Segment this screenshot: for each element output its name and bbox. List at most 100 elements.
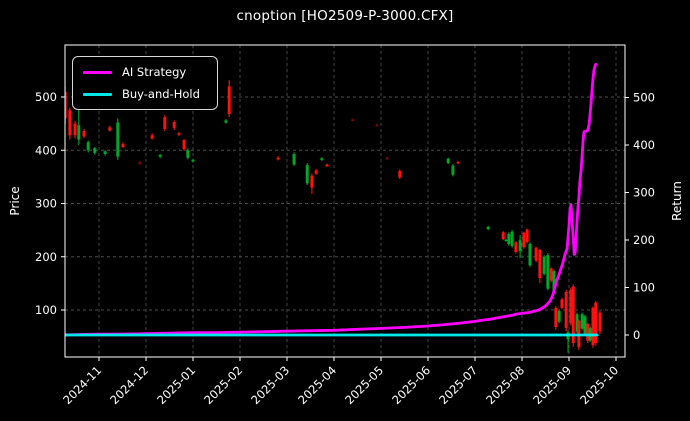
- candle-down: [172, 120, 176, 131]
- candle-up: [507, 232, 511, 246]
- return-axis-label: Return: [670, 181, 684, 221]
- candle-down: [569, 287, 573, 326]
- candle-down: [325, 163, 329, 167]
- candle-down: [591, 306, 595, 348]
- candle-up: [575, 312, 579, 333]
- candle-up: [116, 118, 120, 160]
- buy-and-hold-label: Buy-and-Hold: [122, 87, 200, 101]
- candle-up: [186, 148, 190, 160]
- candle-down: [522, 231, 526, 249]
- candle-up: [451, 164, 455, 177]
- candle-up: [158, 153, 162, 159]
- candle-up: [486, 225, 490, 231]
- y-tick-label-left: 200: [35, 250, 57, 264]
- candle-up: [518, 234, 522, 258]
- y-tick-label-right: 500: [633, 91, 655, 105]
- candle-down: [385, 156, 389, 160]
- x-tick-label: 2025-05: [342, 363, 386, 407]
- candle-up: [224, 119, 228, 124]
- candle-down: [598, 311, 602, 334]
- x-tick-label: 2024-11: [60, 363, 104, 407]
- candle-down: [163, 115, 167, 132]
- candle-down: [108, 125, 112, 132]
- candle-up: [546, 253, 550, 291]
- candle-down: [564, 289, 568, 332]
- candle-up: [305, 163, 309, 185]
- x-tick-label: 2025-04: [295, 363, 339, 407]
- candle-down: [351, 118, 355, 122]
- x-tick-label: 2025-07: [436, 363, 480, 407]
- candle-down: [501, 231, 505, 241]
- ai-strategy-label: AI Strategy: [122, 65, 187, 79]
- candle-down: [549, 267, 553, 283]
- grid-lines: [65, 45, 625, 357]
- candlestick-series: [65, 79, 602, 353]
- y-tick-label-left: 300: [35, 197, 57, 211]
- candle-up: [528, 242, 532, 267]
- candle-down: [586, 322, 590, 344]
- y-tick-label-left: 400: [35, 143, 57, 157]
- x-tick-label: 2025-08: [483, 363, 527, 407]
- candle-down: [560, 297, 564, 310]
- x-tick-label: 2025-10: [577, 363, 621, 407]
- tick-marks: [61, 96, 629, 361]
- candle-down: [571, 284, 575, 347]
- candle-up: [580, 312, 584, 331]
- y-tick-label-right: 100: [633, 281, 655, 295]
- candle-down: [398, 169, 402, 180]
- candle-up: [542, 255, 546, 276]
- plot-border: [64, 44, 626, 358]
- price-axis-label: Price: [8, 186, 22, 216]
- candle-up: [191, 158, 195, 163]
- candle-down: [525, 228, 529, 244]
- candle-down: [138, 160, 142, 166]
- legend: AI Strategy Buy-and-Hold: [72, 56, 218, 110]
- y-tick-label-right: 400: [633, 138, 655, 152]
- candle-down: [68, 107, 72, 140]
- candle-down: [314, 168, 318, 175]
- candle-down: [375, 123, 379, 127]
- candle-down: [73, 120, 77, 139]
- candle-up: [557, 309, 561, 324]
- line-series: [65, 62, 599, 337]
- x-tick-label: 2025-09: [530, 363, 574, 407]
- candle-down: [514, 241, 518, 254]
- candle-up: [86, 140, 90, 153]
- legend-item-ai-strategy: AI Strategy: [83, 65, 207, 79]
- x-tick-label: 2025-01: [154, 363, 198, 407]
- candle-up: [583, 314, 587, 336]
- candle-down: [177, 132, 181, 136]
- candle-up: [103, 150, 107, 156]
- x-tick-label: 2025-03: [248, 363, 292, 407]
- buy-and-hold-line-swatch: [83, 92, 112, 96]
- y-tick-label-left: 500: [35, 90, 57, 104]
- candle-down: [276, 156, 280, 161]
- candle-down: [150, 133, 154, 140]
- legend-item-buy-and-hold: Buy-and-Hold: [83, 87, 207, 101]
- y-tick-label-right: 0: [633, 328, 640, 342]
- candle-down: [182, 139, 186, 151]
- candle-up: [504, 238, 508, 242]
- candle-down: [121, 142, 125, 149]
- ai-strategy-line: [65, 62, 598, 337]
- candle-up: [320, 157, 324, 161]
- candle-down: [538, 248, 542, 283]
- candle-down: [82, 128, 86, 139]
- x-tick-label: 2025-06: [389, 363, 433, 407]
- y-tick-label-right: 300: [633, 186, 655, 200]
- candle-down: [227, 79, 231, 118]
- ai-strategy-line-swatch: [83, 70, 112, 74]
- candle-down: [554, 306, 558, 330]
- candle-down: [456, 160, 460, 165]
- candle-down: [534, 246, 538, 263]
- y-tick-label-right: 200: [633, 233, 655, 247]
- candle-up: [510, 230, 514, 248]
- chart-title: cnoption [HO2509-P-3000.CFX]: [236, 8, 454, 24]
- candle-up: [446, 157, 450, 165]
- candle-down: [310, 173, 314, 194]
- x-tick-label: 2024-12: [107, 363, 151, 407]
- y-tick-label-left: 100: [35, 303, 57, 317]
